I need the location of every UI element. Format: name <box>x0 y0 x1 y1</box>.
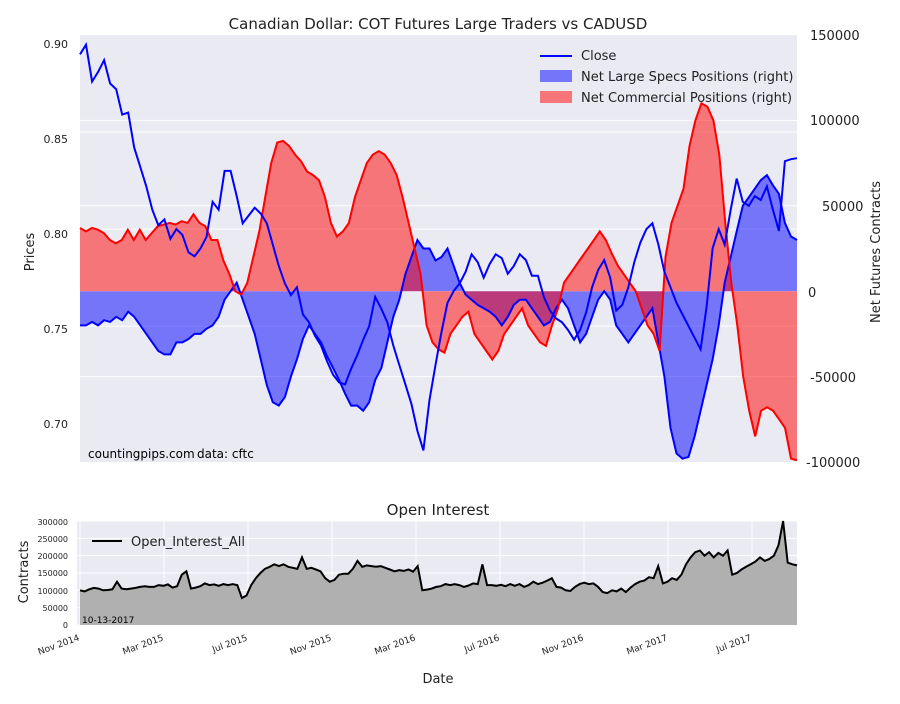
right-y-tick-label: 150000 <box>810 29 860 44</box>
left-y-axis-label: Prices <box>23 233 38 272</box>
bottom-legend: Open_Interest_All <box>92 535 245 550</box>
bottom-chart-title: Open Interest <box>387 501 490 519</box>
data-source-annotation: data: cftc <box>197 447 254 461</box>
close-line-series <box>79 41 798 451</box>
legend-specs-swatch <box>540 70 572 82</box>
top-chart-title: Canadian Dollar: COT Futures Large Trade… <box>229 15 648 33</box>
x-tick-label: Jul 2017 <box>714 633 753 655</box>
right-y-tick-label: -50000 <box>810 371 856 386</box>
bottom-y-tick-label: 300000 <box>37 518 68 527</box>
left-y-tick-label: 0.75 <box>44 323 69 336</box>
top-legend: Close Net Large Specs Positions (right) … <box>540 49 793 106</box>
x-tick-label: Mar 2015 <box>121 633 165 657</box>
price-positions-chart: Canadian Dollar: COT Futures Large Trade… <box>23 15 884 471</box>
x-axis-label: Date <box>422 672 453 687</box>
specs-line-series <box>80 173 798 460</box>
legend-close-label: Close <box>581 49 616 64</box>
open-interest-area <box>80 521 797 625</box>
left-y-tick-labels: 0.90 0.85 0.80 0.75 0.70 <box>44 38 69 431</box>
date-annotation: 10-13-2017 <box>82 616 134 626</box>
legend-commercial-label: Net Commercial Positions (right) <box>581 91 792 106</box>
right-y-axis-label: Net Futures Contracts <box>869 181 884 323</box>
left-y-tick-label: 0.90 <box>44 38 69 51</box>
right-y-tick-label: 100000 <box>810 114 860 129</box>
left-y-tick-label: 0.80 <box>44 228 69 241</box>
source-annotation: countingpips.com <box>88 447 195 461</box>
x-tick-label: Mar 2017 <box>625 633 669 657</box>
left-y-tick-label: 0.70 <box>44 418 69 431</box>
legend-specs-label: Net Large Specs Positions (right) <box>581 70 793 85</box>
right-y-tick-label: -100000 <box>806 456 860 471</box>
right-y-tick-label: 0 <box>808 286 816 301</box>
bottom-y-tick-labels: 300000 250000 200000 150000 100000 50000… <box>37 518 68 630</box>
right-y-tick-labels: 150000 100000 50000 0 -50000 -100000 <box>806 29 863 471</box>
open-interest-line <box>79 520 798 600</box>
left-y-tick-label: 0.85 <box>44 133 69 146</box>
x-tick-label: Jul 2016 <box>462 633 501 655</box>
bottom-y-tick-label: 250000 <box>37 535 68 544</box>
legend-open-interest-label: Open_Interest_All <box>131 535 245 550</box>
right-y-tick-label: 50000 <box>822 200 863 215</box>
bottom-y-axis-label: Contracts <box>17 540 32 603</box>
x-tick-label: Nov 2016 <box>541 633 585 657</box>
legend-commercial-swatch <box>540 91 572 103</box>
bottom-y-tick-label: 100000 <box>37 587 68 596</box>
bottom-y-tick-label: 150000 <box>37 569 68 578</box>
commercial-area-series <box>80 103 797 461</box>
x-tick-label: Nov 2015 <box>289 633 333 657</box>
x-tick-label: Nov 2014 <box>37 633 81 657</box>
bottom-y-tick-label: 0 <box>63 621 68 630</box>
open-interest-chart: Open Interest Contracts Date 300000 2500… <box>17 501 798 687</box>
x-tick-label: Mar 2016 <box>373 633 417 657</box>
x-tick-label: Jul 2015 <box>210 633 249 655</box>
x-tick-labels: Nov 2014 Mar 2015 Jul 2015 Nov 2015 Mar … <box>37 633 753 657</box>
bottom-y-tick-label: 50000 <box>43 604 68 613</box>
bottom-y-tick-label: 200000 <box>37 552 68 561</box>
